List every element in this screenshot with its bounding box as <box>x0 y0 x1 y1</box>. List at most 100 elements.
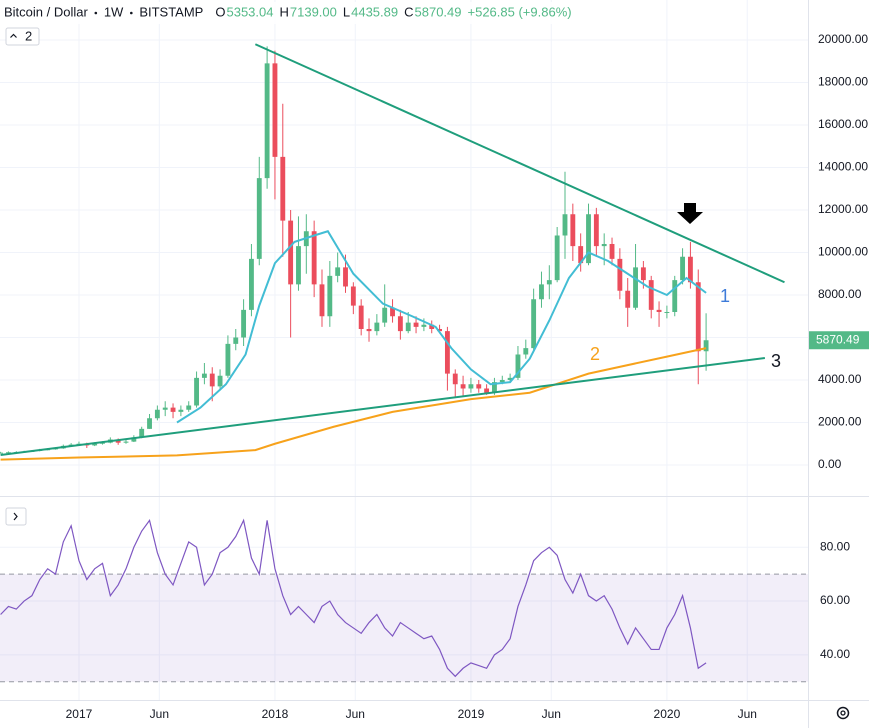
candle-body <box>382 307 388 323</box>
x-tick-label: 2019 <box>458 707 485 721</box>
candle-body <box>217 375 223 387</box>
candle-body <box>0 452 4 454</box>
symbol-name: Bitcoin / Dollar <box>4 4 88 19</box>
indicator-toggle[interactable]: 2 <box>5 27 40 46</box>
rsi-pane <box>0 518 808 683</box>
candle-body <box>680 256 686 281</box>
candle-body <box>366 328 372 332</box>
ohlc-label: C <box>404 4 413 19</box>
candle-body <box>476 384 482 389</box>
separator-dot <box>130 11 133 15</box>
candle-body <box>92 443 98 446</box>
price-pane <box>0 43 785 461</box>
candle-body <box>335 267 341 276</box>
y-tick-label: 16000.00 <box>818 117 868 131</box>
candle-body <box>123 441 129 443</box>
candle-body <box>131 437 137 442</box>
ohlc-label: L <box>343 4 350 19</box>
candle-body <box>374 322 380 332</box>
candle-body <box>539 284 544 300</box>
y-tick-label: 40.00 <box>820 647 850 661</box>
settings-icon[interactable] <box>836 706 850 720</box>
chevron <box>10 33 17 38</box>
y-tick-label: 80.00 <box>820 539 850 553</box>
y-tick-label: 12000.00 <box>818 202 868 216</box>
candle-body <box>296 246 301 285</box>
candle-body <box>154 409 160 419</box>
candle-body <box>311 231 317 285</box>
candle-body <box>687 256 693 283</box>
candle-body <box>147 418 152 429</box>
ohlc-value: 4435.89 <box>351 4 398 19</box>
candle-body <box>492 382 497 393</box>
annotation-label: 3 <box>771 351 781 371</box>
candle-body <box>601 243 607 247</box>
candle-body <box>209 373 215 387</box>
candle-body <box>531 299 537 349</box>
candle-body <box>272 63 278 157</box>
exchange: BITSTAMP <box>139 4 203 19</box>
gear-ring <box>836 706 850 720</box>
last-price-tag <box>809 331 869 350</box>
rsi-line <box>0 518 707 678</box>
y-tick-label: 18000.00 <box>818 75 868 89</box>
candle-body <box>562 214 568 236</box>
interval: 1W <box>104 4 124 19</box>
candle-body <box>421 324 427 327</box>
ohlc-value: 7139.00 <box>290 4 337 19</box>
candle-body <box>319 284 325 317</box>
candle-body <box>703 340 709 352</box>
candle-body <box>249 258 254 310</box>
candle-body <box>672 280 678 312</box>
candle-body <box>429 324 435 329</box>
candle-body <box>609 243 615 259</box>
candle-body <box>507 377 513 380</box>
rsi-toggle[interactable] <box>5 507 27 526</box>
candle-body <box>554 235 560 281</box>
y-tick-label: 8000.00 <box>818 287 862 301</box>
y-tick-label: 10000.00 <box>818 245 868 259</box>
candle-body <box>139 428 145 438</box>
rsi-band <box>0 574 808 682</box>
candle-body <box>5 452 11 454</box>
candle-body <box>593 214 599 247</box>
candle-body <box>437 328 442 332</box>
candle-body <box>397 316 403 332</box>
y-tick-label: 60.00 <box>820 593 850 607</box>
toggle-box <box>5 507 27 526</box>
down-arrow <box>677 203 703 224</box>
candle-body <box>648 280 654 310</box>
last-price-label: 5870.49 <box>816 332 860 346</box>
candle-body <box>358 305 364 329</box>
candle-body <box>640 267 646 281</box>
candle-body <box>390 307 395 317</box>
candle-body <box>194 377 199 406</box>
candle-body <box>625 290 631 308</box>
candle-body <box>280 156 286 221</box>
candle-body <box>695 282 701 352</box>
moving-average <box>0 347 707 461</box>
candle-body <box>617 258 623 291</box>
gear-hub <box>840 710 846 716</box>
x-tick-label: Jun <box>542 707 561 721</box>
candle-body <box>586 214 591 264</box>
candle-body <box>633 267 638 308</box>
chevron <box>13 512 18 521</box>
y-tick-label: 14000.00 <box>818 160 868 174</box>
trend-line <box>254 43 785 284</box>
header: Bitcoin / Dollar 1W BITSTAMP O 5353.04 H 7139.… <box>0 2 600 24</box>
x-tick-label: Jun <box>346 707 365 721</box>
indicator-count: 2 <box>25 28 32 43</box>
candle-body <box>656 309 662 312</box>
candle-body <box>664 311 670 313</box>
candle-body <box>523 348 529 355</box>
ohlc-label: O <box>215 4 225 19</box>
ohlc-label: H <box>279 4 288 19</box>
candle-body <box>413 322 419 327</box>
candle-body <box>343 267 348 287</box>
candle-body <box>162 407 168 410</box>
candle-body <box>170 407 176 412</box>
trend-line <box>0 357 766 457</box>
candle-body <box>578 246 584 264</box>
